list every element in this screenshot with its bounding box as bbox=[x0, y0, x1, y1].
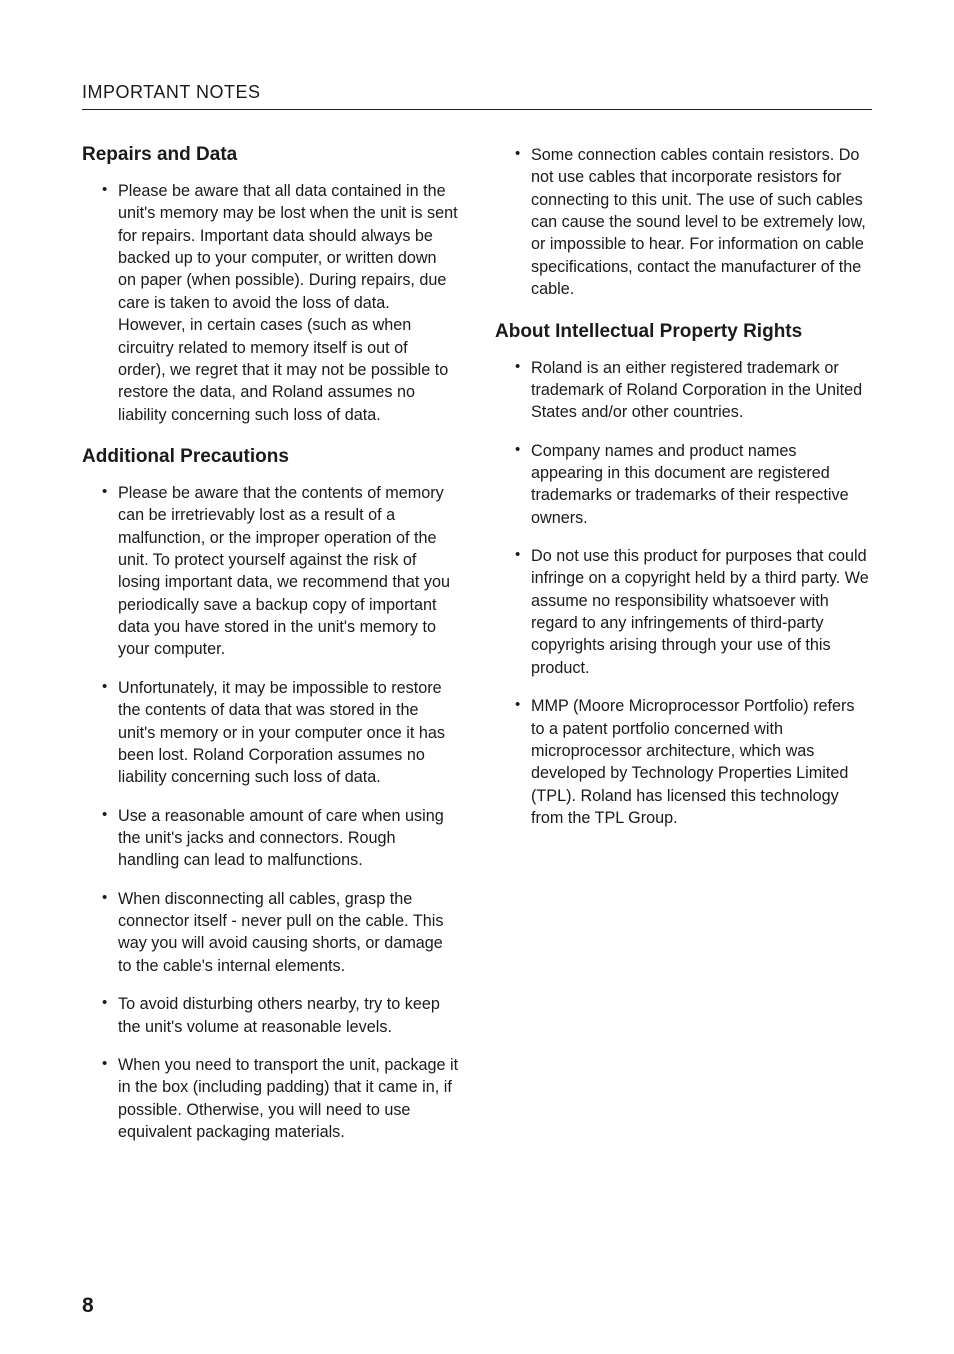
list-item: Roland is an either registered trademark… bbox=[515, 357, 872, 424]
bullet-list: Please be aware that all data contained … bbox=[82, 180, 459, 426]
list-item: Use a reasonable amount of care when usi… bbox=[102, 805, 459, 872]
section-heading: Repairs and Data bbox=[82, 144, 459, 166]
list-item: Unfortunately, it may be impossible to r… bbox=[102, 677, 459, 789]
list-item: When disconnecting all cables, grasp the… bbox=[102, 888, 459, 977]
section-heading: About Intellectual Property Rights bbox=[495, 321, 872, 343]
content-columns: Repairs and Data Please be aware that al… bbox=[82, 144, 872, 1159]
list-item: Please be aware that the contents of mem… bbox=[102, 482, 459, 661]
left-column: Repairs and Data Please be aware that al… bbox=[82, 144, 459, 1159]
page-header: IMPORTANT NOTES bbox=[82, 82, 872, 110]
list-item: Do not use this product for purposes tha… bbox=[515, 545, 872, 679]
bullet-list: Some connection cables contain resistors… bbox=[495, 144, 872, 301]
bullet-list: Roland is an either registered trademark… bbox=[495, 357, 872, 830]
list-item: To avoid disturbing others nearby, try t… bbox=[102, 993, 459, 1038]
list-item: Some connection cables contain resistors… bbox=[515, 144, 872, 301]
list-item: When you need to transport the unit, pac… bbox=[102, 1054, 459, 1143]
section-heading: Additional Precautions bbox=[82, 446, 459, 468]
page-number: 8 bbox=[82, 1294, 94, 1318]
list-item: MMP (Moore Microprocessor Portfolio) ref… bbox=[515, 695, 872, 829]
right-column: Some connection cables contain resistors… bbox=[495, 144, 872, 1159]
list-item: Company names and product names appearin… bbox=[515, 440, 872, 529]
bullet-list: Please be aware that the contents of mem… bbox=[82, 482, 459, 1143]
list-item: Please be aware that all data contained … bbox=[102, 180, 459, 426]
